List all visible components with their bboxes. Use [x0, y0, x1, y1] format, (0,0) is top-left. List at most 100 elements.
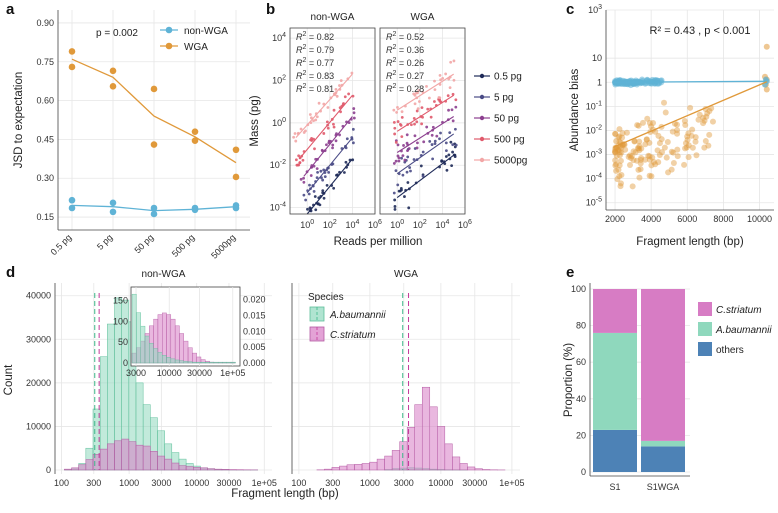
data-point-wga [648, 123, 655, 130]
facet-strip-label: non-WGA [142, 269, 186, 280]
x-axis-title: Fragment length (bp) [231, 488, 339, 500]
data-point [68, 48, 76, 55]
stacked-bar-segment [593, 429, 637, 472]
legend-swatch [698, 302, 712, 316]
x-tick-label: 5000pg [209, 232, 237, 260]
data-point-wga [669, 128, 676, 135]
data-point [439, 78, 443, 82]
data-point-wga [674, 153, 681, 160]
data-point [450, 164, 454, 168]
data-point-wga [645, 152, 652, 159]
data-point [402, 144, 405, 147]
x-tick-label: 104 [435, 219, 449, 230]
data-point-wga [644, 115, 651, 122]
data-point-wga [631, 138, 638, 145]
data-point [306, 207, 309, 211]
histogram-bar [414, 404, 423, 471]
data-point-wga [638, 145, 645, 152]
histogram-bar [164, 458, 173, 471]
data-point [334, 139, 338, 143]
inset-bar [183, 340, 189, 364]
legend-swatch [698, 342, 712, 356]
x-tick-label: 10000 [428, 478, 453, 488]
r2-annotation: R² = 0.43 , p < 0.001 [650, 25, 751, 37]
data-point [326, 126, 330, 130]
data-point-wga [649, 154, 656, 161]
data-point-wga [630, 148, 637, 155]
data-point-wga [654, 147, 661, 154]
fit-line [303, 116, 353, 177]
data-point [68, 204, 76, 212]
data-point [445, 168, 449, 172]
data-point [309, 174, 313, 177]
inset-bar [140, 325, 146, 364]
data-point [399, 123, 403, 127]
y-tick-label: 20000 [26, 378, 51, 388]
x-tick-label: 100 [54, 478, 69, 488]
facet-frame [289, 27, 376, 215]
data-point [413, 134, 417, 138]
data-point-wga [612, 157, 619, 164]
data-point [294, 139, 298, 143]
histogram-bar [354, 464, 363, 471]
r2-label: R2 = 0.83 [296, 70, 334, 81]
data-point [68, 196, 76, 204]
data-point [453, 127, 457, 131]
data-point-wga [616, 133, 623, 140]
panel-c-abundance-bias-scatter: 2000 4000 6000 8000 10000 103 10 1 10-1 10-2 10-3 1… [569, 4, 774, 248]
legend-marker [479, 115, 485, 121]
x-axis-title: Fragment length (bp) [636, 236, 744, 248]
data-point [446, 94, 450, 98]
data-point [321, 189, 325, 193]
data-point-wga [636, 147, 643, 154]
data-point [419, 164, 423, 168]
data-point-wga [616, 162, 623, 169]
data-point [292, 135, 296, 139]
data-point-wga [665, 169, 672, 176]
x-tick-label: 100 [390, 219, 404, 230]
panel-a-jsd-chart: 0.15 0.30 0.45 0.60 0.75 0.90 0.5 pg 5 pg 50 pg 5… [13, 10, 250, 261]
legend-label: 50 pg [494, 114, 519, 125]
histogram-bar [114, 440, 122, 471]
data-point-wga [618, 144, 625, 151]
data-point [315, 115, 319, 119]
data-point-wga [650, 120, 657, 127]
data-point-wga [682, 121, 689, 128]
y-tick-label: 100 [272, 117, 286, 128]
inset-y-tick-label: 100 [113, 316, 128, 326]
legend-marker [479, 157, 485, 163]
panel-b-mass-scatter: non-WGA R2 = 0.82 R2 = 0.79 R2 = 0.77 R2 = 0… [249, 12, 527, 248]
data-point [415, 109, 419, 113]
data-point [438, 137, 441, 141]
y-tick-label: 10 [592, 53, 602, 63]
data-point-wga [613, 152, 620, 159]
y-tick-label: 40000 [26, 291, 51, 301]
data-point [309, 138, 313, 142]
data-point [403, 195, 406, 198]
y-tick-label: 30000 [26, 334, 51, 344]
facet-strip-label: WGA [394, 269, 418, 280]
data-point [453, 155, 457, 158]
data-point [433, 79, 436, 83]
data-point-wga [616, 152, 623, 159]
data-point [435, 134, 439, 138]
data-point [338, 84, 341, 87]
panel-e-proportion-bars: 0 20 40 60 80 100 S1 S1WGA C.striatum A.baumannii… [563, 283, 772, 492]
inset-bar [230, 361, 236, 364]
data-point [191, 204, 199, 212]
data-point [451, 92, 455, 96]
data-point-wga [614, 147, 621, 154]
data-point [332, 122, 335, 126]
stacked-bar-segment [641, 446, 685, 472]
data-point-wga [689, 126, 696, 133]
data-point-wga [612, 162, 619, 169]
histogram-bar [221, 469, 230, 471]
data-point [447, 153, 451, 157]
y-tick-label: 100 [571, 284, 586, 294]
data-point [428, 139, 432, 143]
data-point-wga [627, 162, 634, 169]
inset-x-tick-label: 30000 [187, 368, 212, 378]
data-point [393, 126, 397, 130]
fit-line [306, 137, 353, 194]
legend-label: A.baumannii [715, 325, 772, 336]
